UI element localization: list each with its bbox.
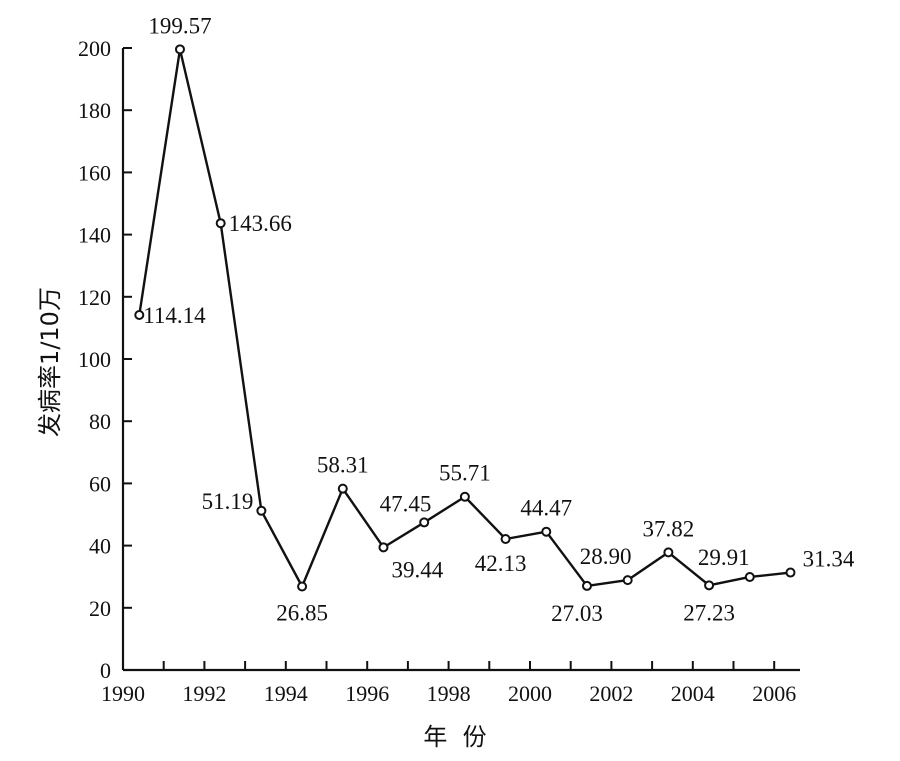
data-point	[459, 491, 470, 502]
y-tick-label: 80	[89, 409, 111, 434]
data-label: 58.31	[317, 453, 369, 478]
y-tick-label: 100	[78, 347, 111, 372]
data-point	[704, 580, 715, 591]
data-label: 143.66	[229, 211, 292, 236]
data-label: 27.03	[551, 601, 603, 626]
data-point	[581, 580, 592, 591]
y-ticks: 0 20 40 60 80 100 120 140 160 180 200	[78, 36, 132, 683]
data-label: 55.71	[439, 461, 491, 486]
x-ticks: 1990 1992 1994 1996 1998 2000 2002 2004 2006	[101, 661, 796, 706]
y-tick-label: 160	[78, 160, 111, 185]
data-point	[500, 533, 511, 544]
data-point	[419, 517, 430, 528]
x-tick-label: 1998	[427, 681, 471, 706]
data-label: 47.45	[380, 491, 432, 516]
data-point	[378, 542, 389, 553]
x-axis-title: 年 份	[423, 723, 486, 751]
data-label: 42.13	[475, 551, 527, 576]
y-tick-label: 200	[78, 36, 111, 61]
data-point	[297, 581, 308, 592]
data-labels: 114.14 199.57 143.66 51.19 26.85 58.31 39.44 55…	[143, 13, 855, 626]
y-tick-label: 0	[100, 658, 111, 683]
series	[134, 44, 796, 592]
data-label: 39.44	[391, 557, 443, 582]
data-label: 27.23	[683, 600, 735, 625]
data-point	[744, 571, 755, 582]
data-label: 199.57	[148, 13, 211, 38]
x-tick-label: 2000	[508, 681, 552, 706]
data-point	[541, 526, 552, 537]
x-tick-label: 1990	[101, 681, 145, 706]
data-label: 31.34	[803, 547, 855, 572]
x-tick-label: 1992	[182, 681, 226, 706]
data-point	[337, 483, 348, 494]
y-tick-label: 60	[89, 471, 111, 496]
data-point	[785, 567, 796, 578]
x-tick-label: 1996	[345, 681, 389, 706]
data-point	[134, 310, 145, 321]
data-point	[256, 505, 267, 516]
data-point	[663, 547, 674, 558]
data-label: 114.14	[143, 303, 206, 328]
x-tick-label: 2002	[589, 681, 633, 706]
data-label: 51.19	[202, 489, 254, 514]
data-label: 29.91	[698, 545, 750, 570]
data-label: 37.82	[643, 516, 695, 541]
y-tick-label: 40	[89, 534, 111, 559]
y-tick-label: 140	[78, 223, 111, 248]
data-label: 28.90	[580, 544, 632, 569]
y-axis-title: 发病率1/10万	[36, 287, 64, 437]
x-tick-label: 2006	[752, 681, 796, 706]
y-tick-label: 120	[78, 285, 111, 310]
x-tick-label: 1994	[264, 681, 308, 706]
data-point	[622, 575, 633, 586]
y-tick-label: 20	[89, 596, 111, 621]
y-tick-label: 180	[78, 98, 111, 123]
x-tick-label: 2004	[671, 681, 715, 706]
data-label: 44.47	[520, 496, 572, 521]
data-label: 26.85	[276, 600, 328, 625]
data-point	[174, 44, 185, 55]
data-point	[215, 218, 226, 229]
